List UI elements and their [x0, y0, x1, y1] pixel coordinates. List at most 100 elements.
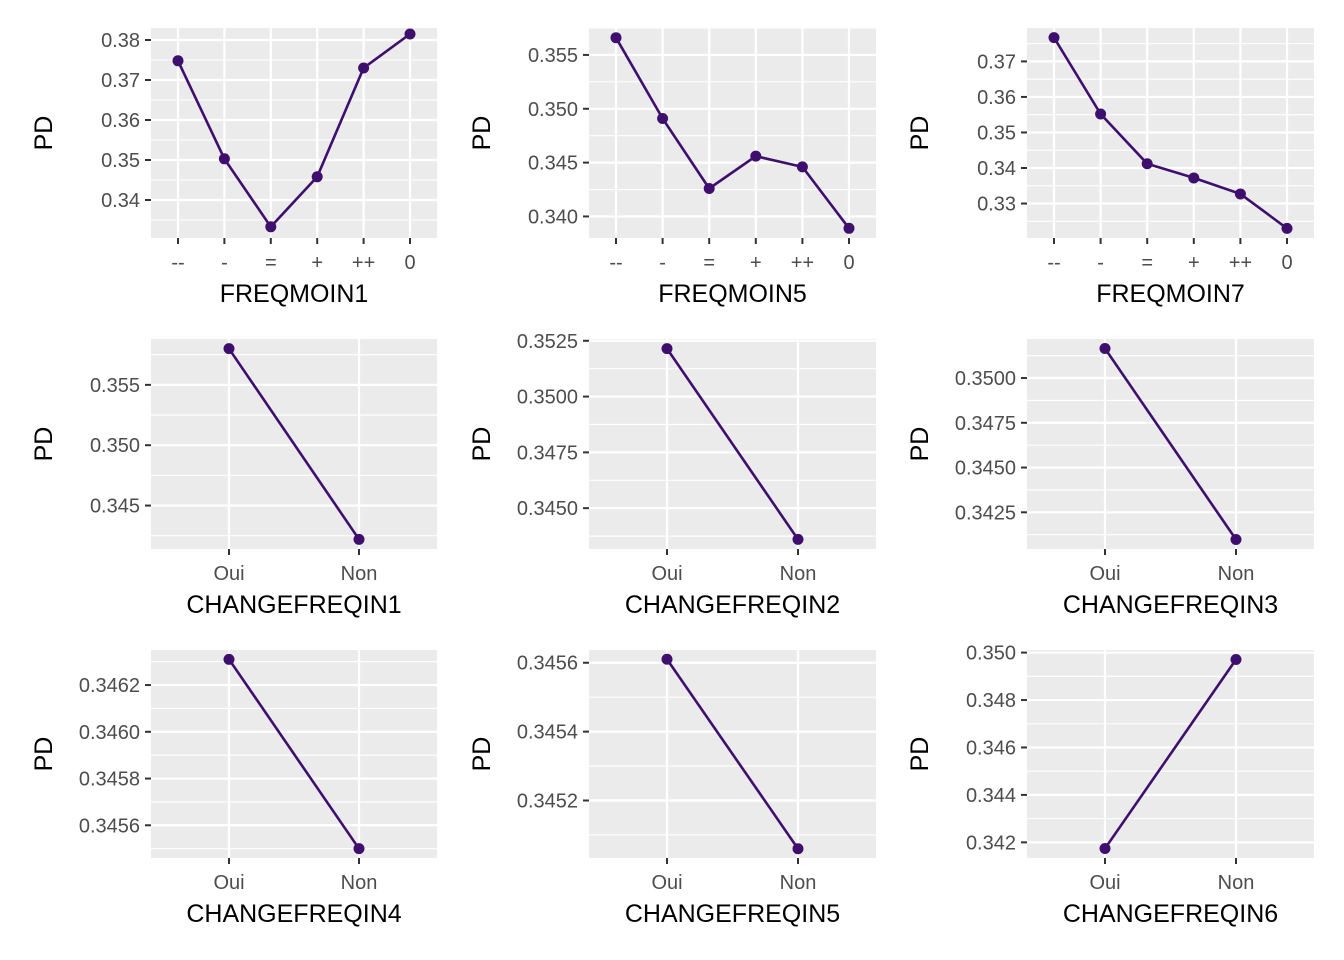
y-tick-label: 0.33	[977, 194, 1016, 216]
x-tick-label: Non	[780, 563, 817, 585]
x-tick-label: =	[703, 252, 715, 274]
y-tick-label: 0.3425	[955, 502, 1016, 524]
y-tick-label: 0.355	[90, 375, 140, 397]
x-tick-label: Oui	[213, 563, 244, 585]
data-point	[1099, 843, 1111, 855]
x-tick-label: =	[265, 252, 277, 274]
x-tick-label: --	[609, 252, 622, 274]
series-line	[665, 347, 800, 541]
data-point	[1188, 172, 1200, 184]
y-tick-label: 0.3500	[955, 368, 1016, 390]
y-tick-label: 0.344	[966, 785, 1016, 807]
x-tick-label: Oui	[1089, 563, 1120, 585]
y-tick-label: 0.3462	[79, 675, 140, 697]
x-tick-label: +	[1188, 252, 1200, 274]
y-tick-label: 0.35	[977, 122, 1016, 144]
panel-7: 0.3456 0.3458 0.3460 0.3462 Oui Non CHANGEFREQ…	[30, 650, 437, 928]
x-tick-label: Oui	[651, 563, 682, 585]
x-tick-label: Non	[1218, 872, 1255, 894]
data-point	[353, 843, 365, 855]
x-axis-title: CHANGEFREQIN4	[186, 900, 401, 928]
y-tick-label: 0.37	[101, 70, 140, 92]
y-tick-label: 0.342	[966, 832, 1016, 854]
y-tick-label: 0.3456	[517, 653, 578, 675]
y-tick-label: 0.3475	[517, 442, 578, 464]
y-tick-label: 0.355	[528, 45, 578, 67]
data-point	[750, 150, 762, 162]
data-point	[1095, 108, 1107, 120]
data-point	[1234, 188, 1246, 200]
data-point	[1230, 653, 1242, 665]
series-line	[227, 658, 361, 850]
y-tick-label: 0.3450	[955, 458, 1016, 480]
series-line	[227, 347, 361, 541]
x-axis-title: FREQMOIN1	[220, 280, 369, 308]
data-point	[1281, 222, 1293, 234]
x-tick-label: 0	[404, 252, 415, 274]
y-tick-label: 0.350	[966, 643, 1016, 665]
y-axis-title: PD	[906, 737, 934, 772]
data-point	[657, 112, 669, 124]
y-axis-title: PD	[30, 116, 58, 151]
x-axis-title: CHANGEFREQIN6	[1063, 900, 1278, 928]
y-tick-label: 0.3475	[955, 413, 1016, 435]
data-point	[172, 55, 184, 67]
y-tick-label: 0.345	[528, 153, 578, 175]
x-tick-label: ++	[1229, 252, 1252, 274]
y-tick-label: 0.3458	[79, 769, 140, 791]
panel-5: 0.3450 0.3475 0.3500 0.3525 Oui Non CHANGEFREQ…	[468, 331, 876, 619]
data-point	[404, 28, 416, 40]
x-axis-title: CHANGEFREQIN3	[1063, 591, 1278, 619]
data-point	[792, 843, 804, 855]
y-axis-title: PD	[30, 427, 58, 462]
x-axis-title: FREQMOIN7	[1096, 280, 1245, 308]
y-tick-label: 0.36	[977, 87, 1016, 109]
y-tick-label: 0.34	[977, 158, 1016, 180]
x-tick-label: ++	[791, 252, 814, 274]
y-tick-label: 0.3525	[517, 331, 578, 353]
y-tick-label: 0.3454	[517, 722, 578, 744]
data-point	[311, 171, 323, 183]
y-axis-title: PD	[30, 737, 58, 772]
x-tick-label: =	[1141, 252, 1153, 274]
y-tick-label: 0.3500	[517, 387, 578, 409]
y-tick-label: 0.36	[101, 110, 140, 132]
data-point	[218, 153, 230, 165]
x-tick-label: 0	[1281, 252, 1292, 274]
x-tick-label: 0	[843, 252, 854, 274]
data-point	[610, 32, 622, 44]
x-axis-title: CHANGEFREQIN5	[625, 900, 840, 928]
data-point	[1099, 342, 1111, 354]
x-tick-label: Non	[1218, 563, 1255, 585]
x-tick-label: Non	[341, 872, 378, 894]
y-tick-label: 0.3456	[79, 815, 140, 837]
data-point	[358, 62, 370, 74]
x-axis-title: FREQMOIN5	[658, 280, 807, 308]
panel-6: 0.3425 0.3450 0.3475 0.3500 Oui Non CHANGEFREQ…	[906, 339, 1314, 619]
data-point	[661, 343, 673, 355]
x-tick-label: --	[1047, 252, 1060, 274]
x-tick-label: Oui	[1089, 872, 1120, 894]
x-tick-label: Oui	[213, 872, 244, 894]
y-axis-title: PD	[468, 737, 496, 772]
data-point	[265, 221, 277, 233]
y-tick-label: 0.3450	[517, 498, 578, 520]
y-tick-label: 0.346	[966, 737, 1016, 759]
x-tick-label: +	[750, 252, 762, 274]
y-axis-title: PD	[468, 427, 496, 462]
data-point	[1230, 534, 1242, 546]
y-tick-label: 0.348	[966, 690, 1016, 712]
data-point	[703, 182, 715, 194]
x-tick-label: Non	[341, 563, 378, 585]
series-line	[614, 37, 851, 230]
y-tick-label: 0.38	[101, 30, 140, 52]
y-axis-title: PD	[906, 427, 934, 462]
y-tick-label: 0.350	[90, 435, 140, 457]
x-tick-label: -	[659, 252, 666, 274]
x-axis-title: CHANGEFREQIN1	[186, 591, 401, 619]
data-point	[1048, 32, 1060, 44]
series-line	[1103, 347, 1238, 541]
